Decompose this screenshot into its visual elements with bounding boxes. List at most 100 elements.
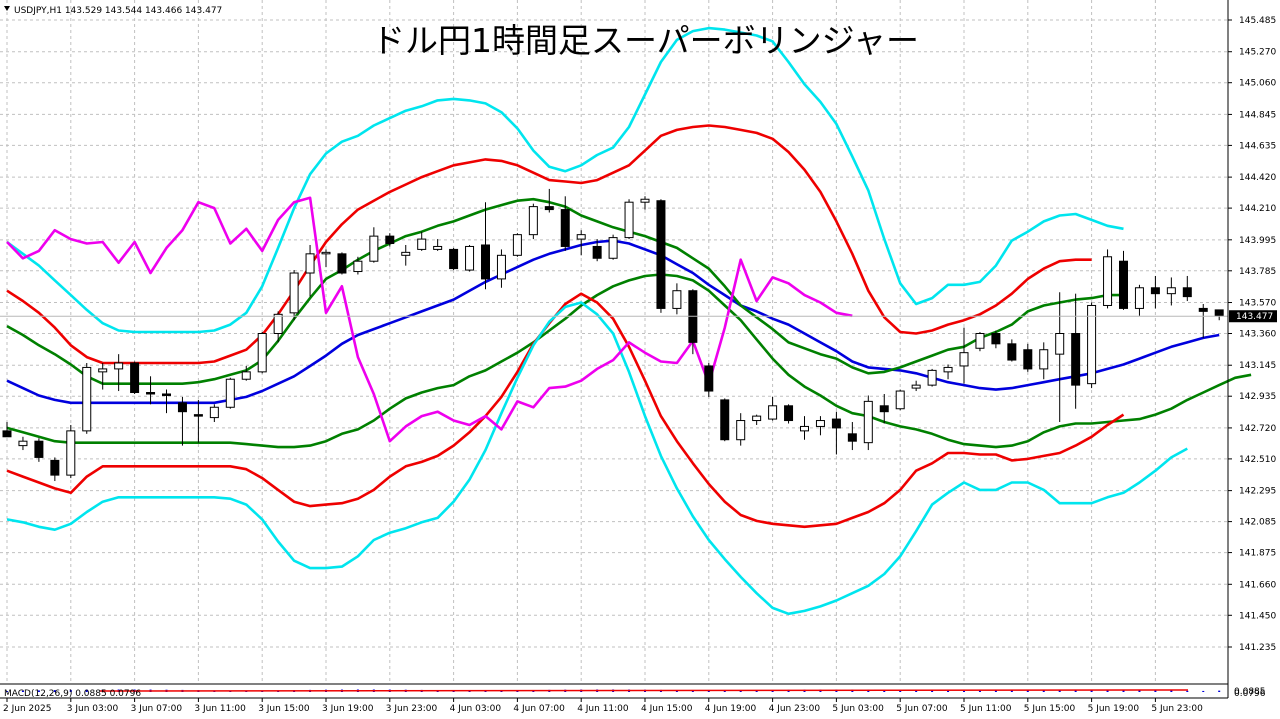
- candle: [385, 233, 395, 247]
- candle-body: [592, 245, 602, 259]
- candle: [34, 438, 44, 462]
- candle: [146, 376, 156, 405]
- candle: [831, 411, 841, 455]
- candle-body: [496, 254, 506, 280]
- candle-body: [401, 251, 411, 256]
- triangle-down-icon[interactable]: [4, 6, 10, 11]
- candle: [1087, 302, 1097, 389]
- x-tick-label: 5 Jun 11:00: [960, 704, 1012, 714]
- indicator-scale-bottom: 0.0796: [1234, 689, 1266, 699]
- candle-body: [257, 333, 267, 373]
- candle: [640, 196, 650, 210]
- band-line-2: [6, 273, 1252, 449]
- symbol-info: USDJPY,H1 143.529 143.544 143.466 143.47…: [14, 6, 222, 16]
- candle: [863, 395, 873, 451]
- candle-body: [114, 362, 124, 370]
- candle-body: [162, 393, 171, 396]
- macd-bar: [707, 690, 710, 692]
- y-tick-label: 141.235: [1239, 643, 1276, 653]
- macd-bar: [723, 690, 726, 692]
- candle: [449, 247, 459, 271]
- candle: [879, 393, 889, 424]
- x-tick-label: 4 Jun 11:00: [577, 704, 629, 714]
- candle: [496, 249, 506, 288]
- x-tick-label: 5 Jun 03:00: [832, 704, 884, 714]
- candle: [847, 422, 857, 451]
- candle-body: [353, 260, 363, 273]
- candle-body: [512, 234, 522, 256]
- candle: [560, 196, 570, 251]
- macd-bar: [21, 690, 24, 692]
- candle: [353, 256, 363, 275]
- candle-body: [736, 420, 746, 441]
- candle-body: [784, 405, 794, 422]
- macd-bar: [915, 690, 918, 692]
- macd-bar: [53, 690, 56, 692]
- candle: [911, 380, 921, 392]
- candle-body: [879, 405, 889, 413]
- candle: [720, 398, 730, 442]
- candle-body: [815, 420, 825, 427]
- candle-body: [800, 425, 809, 432]
- macd-bar: [1202, 690, 1205, 692]
- candle: [800, 416, 809, 440]
- y-tick-label: 143.995: [1239, 236, 1276, 246]
- candle-body: [481, 244, 490, 280]
- candle-body: [241, 371, 251, 380]
- candle-body: [321, 251, 331, 255]
- candle: [512, 233, 522, 257]
- x-tick-label: 3 Jun 11:00: [194, 704, 246, 714]
- candle-body: [720, 399, 730, 441]
- candle-body: [50, 459, 60, 476]
- candle: [991, 330, 1001, 349]
- candle-body: [672, 290, 682, 309]
- y-tick-label: 142.510: [1239, 455, 1276, 465]
- candle-body: [927, 369, 937, 386]
- candle: [177, 396, 187, 446]
- x-tick-label: 5 Jun 07:00: [896, 704, 948, 714]
- candle-body: [624, 201, 634, 239]
- candle: [162, 389, 171, 414]
- macd-bar: [85, 689, 88, 692]
- candle: [752, 414, 762, 425]
- x-tick-label: 4 Jun 07:00: [513, 704, 565, 714]
- candle: [672, 283, 682, 315]
- candle: [927, 368, 937, 387]
- candle: [401, 244, 411, 266]
- macd-bar: [6, 691, 8, 692]
- current-price-badge: 143.477: [1229, 310, 1277, 323]
- candle-body: [417, 238, 427, 250]
- x-tick-label: 3 Jun 23:00: [386, 704, 438, 714]
- candle: [528, 203, 538, 240]
- candle: [1166, 277, 1176, 306]
- candle-body: [1023, 349, 1033, 370]
- candle-body: [959, 352, 969, 367]
- candle-body: [449, 248, 459, 270]
- x-tick-label: 4 Jun 23:00: [769, 704, 821, 714]
- candle: [943, 364, 953, 380]
- macd-signal-line: [99, 689, 1189, 692]
- candle: [50, 457, 60, 482]
- candle: [66, 424, 76, 479]
- macd-bar: [755, 690, 758, 692]
- candle: [481, 202, 490, 290]
- y-tick-label: 143.570: [1239, 299, 1276, 309]
- candle-body: [209, 406, 219, 419]
- candle-body: [385, 235, 395, 245]
- candle: [289, 270, 299, 321]
- y-tick-label: 145.485: [1239, 16, 1276, 26]
- macd-bar: [994, 690, 997, 692]
- candle-body: [768, 405, 778, 420]
- candle: [895, 389, 905, 411]
- macd-bar: [1170, 690, 1173, 692]
- band-line-6: [6, 301, 1188, 616]
- candle: [656, 199, 666, 313]
- candle-body: [847, 433, 857, 442]
- candle-body: [305, 253, 315, 274]
- candle: [241, 365, 251, 381]
- time-axis: 2 Jun 2025 3 Jun 03:00 3 Jun 07:00 3 Jun 11…: [3, 698, 1203, 714]
- x-tick-label: 5 Jun 19:00: [1088, 704, 1140, 714]
- candle-body: [289, 272, 299, 314]
